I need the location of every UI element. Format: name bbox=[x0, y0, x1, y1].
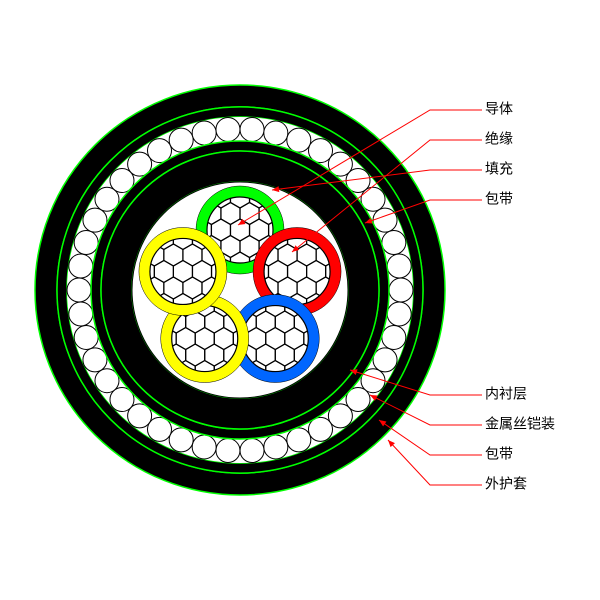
label-tape_inner: 包带 bbox=[485, 191, 513, 207]
armor-wire bbox=[373, 208, 397, 232]
armor-wire bbox=[67, 278, 91, 302]
armor-wire bbox=[74, 231, 98, 255]
armor-wire bbox=[264, 435, 288, 459]
armor-wire bbox=[382, 325, 406, 349]
label-armor: 金属丝铠装 bbox=[485, 416, 555, 432]
armor-wire bbox=[287, 128, 311, 152]
armor-wire bbox=[240, 439, 264, 463]
armor-wire bbox=[387, 254, 411, 278]
armor-wire bbox=[169, 428, 193, 452]
armor-wire bbox=[216, 439, 240, 463]
label-outer_jacket: 外护套 bbox=[485, 476, 527, 492]
leader-line-outer_jacket bbox=[388, 440, 482, 485]
armor-wire bbox=[287, 428, 311, 452]
armor-wire bbox=[74, 325, 98, 349]
armor-wire bbox=[382, 231, 406, 255]
armor-wire bbox=[240, 117, 264, 141]
armor-wire bbox=[264, 121, 288, 145]
armor-wire bbox=[192, 435, 216, 459]
label-conductor: 导体 bbox=[485, 101, 513, 117]
label-filler: 填充 bbox=[485, 161, 513, 177]
armor-wire bbox=[192, 121, 216, 145]
label-tape_outer: 包带 bbox=[485, 446, 513, 462]
armor-wire bbox=[389, 278, 413, 302]
armor-wire bbox=[83, 348, 107, 372]
armor-wire bbox=[69, 302, 93, 326]
armor-wire bbox=[83, 208, 107, 232]
armor-wire bbox=[387, 302, 411, 326]
armor-wire bbox=[169, 128, 193, 152]
armor-wire bbox=[373, 348, 397, 372]
cable-cross-section-diagram: 导体绝缘填充包带内衬层金属丝铠装包带外护套 bbox=[0, 0, 600, 600]
label-inner_sheath: 内衬层 bbox=[485, 386, 527, 402]
armor-wire bbox=[69, 254, 93, 278]
armor-wire bbox=[216, 117, 240, 141]
label-insulation: 绝缘 bbox=[485, 131, 513, 147]
